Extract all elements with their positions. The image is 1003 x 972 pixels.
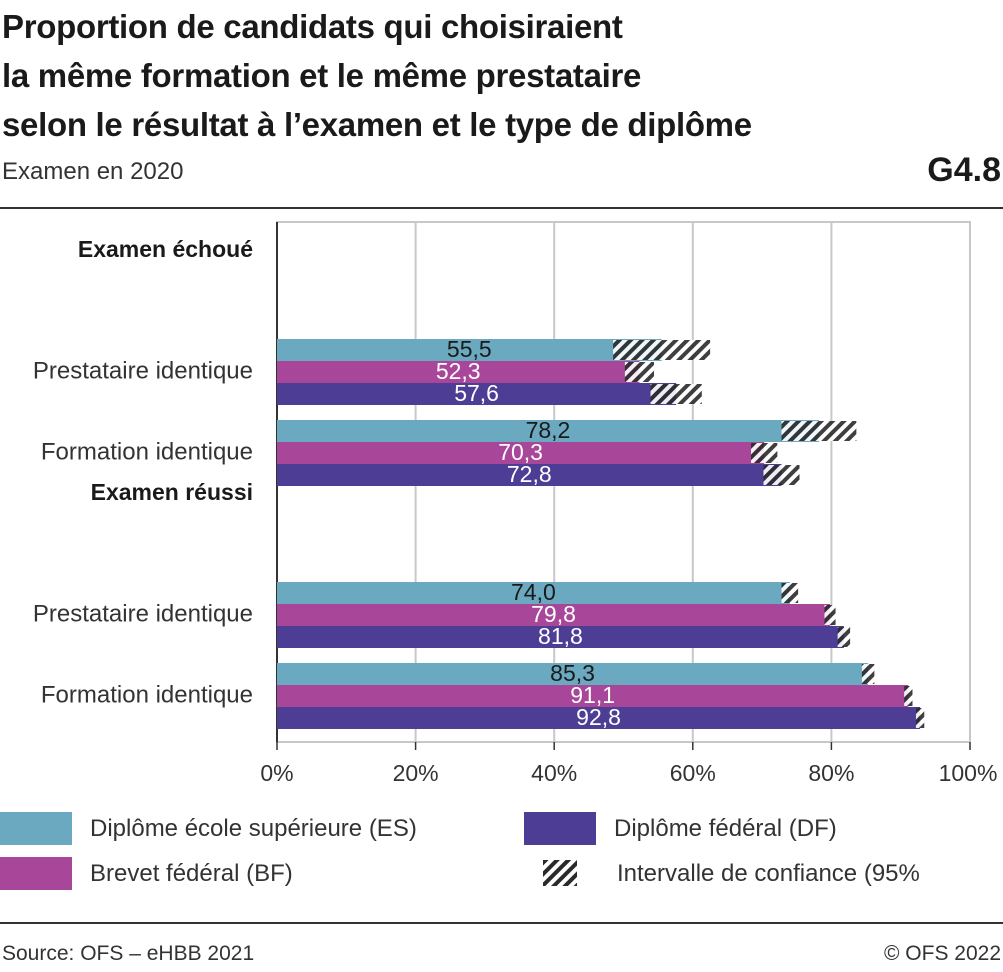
chart-title-line: Proportion de candidats qui choisiraient xyxy=(2,8,623,45)
category-label: Prestataire identique xyxy=(33,600,253,627)
bar-es xyxy=(277,663,869,685)
chart-title: Proportion de candidats qui choisiraient… xyxy=(2,2,902,149)
bar-df xyxy=(277,464,782,486)
footer-divider xyxy=(0,922,1003,924)
legend-label-bf: Brevet fédéral (BF) xyxy=(90,860,293,887)
confidence-interval xyxy=(904,686,913,706)
data-label: 55,5 xyxy=(447,336,492,362)
copyright: © OFS 2022 xyxy=(883,942,1001,965)
legend-swatch-es xyxy=(0,812,72,845)
category-label: Prestataire identique xyxy=(33,357,253,384)
bar-es xyxy=(277,339,662,361)
bar-es xyxy=(277,582,790,604)
confidence-interval xyxy=(915,708,925,728)
bar-df xyxy=(277,383,677,405)
legend-swatch-ci xyxy=(543,860,577,886)
legend-swatch-df xyxy=(524,812,596,845)
data-label: 92,8 xyxy=(576,704,621,730)
group-label: Examen échoué xyxy=(78,236,253,262)
confidence-interval xyxy=(861,664,875,684)
x-tick-label: 20% xyxy=(393,760,439,786)
confidence-interval xyxy=(781,583,799,603)
confidence-interval xyxy=(781,421,857,441)
bar-df xyxy=(277,626,844,648)
data-label: 78,2 xyxy=(526,417,571,443)
confidence-interval xyxy=(650,384,702,404)
data-label: 85,3 xyxy=(550,660,595,686)
x-tick-label: 100% xyxy=(939,760,998,786)
confidence-interval xyxy=(763,465,800,485)
bar-bf xyxy=(277,361,640,383)
bar-bf xyxy=(277,442,765,464)
legend-label-es: Diplôme école supérieure (ES) xyxy=(90,815,417,842)
group-label: Examen réussi xyxy=(91,479,253,505)
bar-es xyxy=(277,420,819,442)
confidence-interval xyxy=(824,605,836,625)
header-divider xyxy=(0,207,1003,209)
data-label: 91,1 xyxy=(570,682,615,708)
confidence-interval xyxy=(751,443,778,463)
legend-swatch-bf xyxy=(0,857,72,890)
confidence-interval xyxy=(624,362,654,382)
data-label: 52,3 xyxy=(436,358,481,384)
x-tick-label: 60% xyxy=(670,760,716,786)
data-label: 79,8 xyxy=(531,601,576,627)
confidence-interval xyxy=(613,340,711,360)
chart-title-line: la même formation et le même prestataire xyxy=(2,57,642,94)
category-label: Formation identique xyxy=(41,681,253,708)
chart-subtitle: Examen en 2020 xyxy=(2,158,184,185)
confidence-interval xyxy=(837,627,851,647)
data-label: 81,8 xyxy=(538,623,583,649)
bar-df xyxy=(277,707,921,729)
legend-label-df: Diplôme fédéral (DF) xyxy=(614,815,837,842)
source-note: Source: OFS – eHBB 2021 xyxy=(2,942,255,965)
x-tick-label: 40% xyxy=(531,760,577,786)
chart-code: G4.8 xyxy=(927,151,1001,189)
bar-chart: 0% 20% 40% 60% 80% 100% Examen échoué Prestatai… xyxy=(33,221,998,786)
x-tick-label: 80% xyxy=(808,760,854,786)
bar-bf xyxy=(277,604,831,626)
bar-bf xyxy=(277,685,909,707)
data-label: 57,6 xyxy=(454,380,499,406)
data-label: 70,3 xyxy=(498,439,543,465)
chart-title-line: selon le résultat à l’examen et le type … xyxy=(2,106,752,143)
category-label: Formation identique xyxy=(41,438,253,465)
x-tick-label: 0% xyxy=(260,760,293,786)
data-label: 72,8 xyxy=(507,461,552,487)
legend-label-ci: Intervalle de confiance (95% xyxy=(617,860,920,887)
data-label: 74,0 xyxy=(511,579,556,605)
